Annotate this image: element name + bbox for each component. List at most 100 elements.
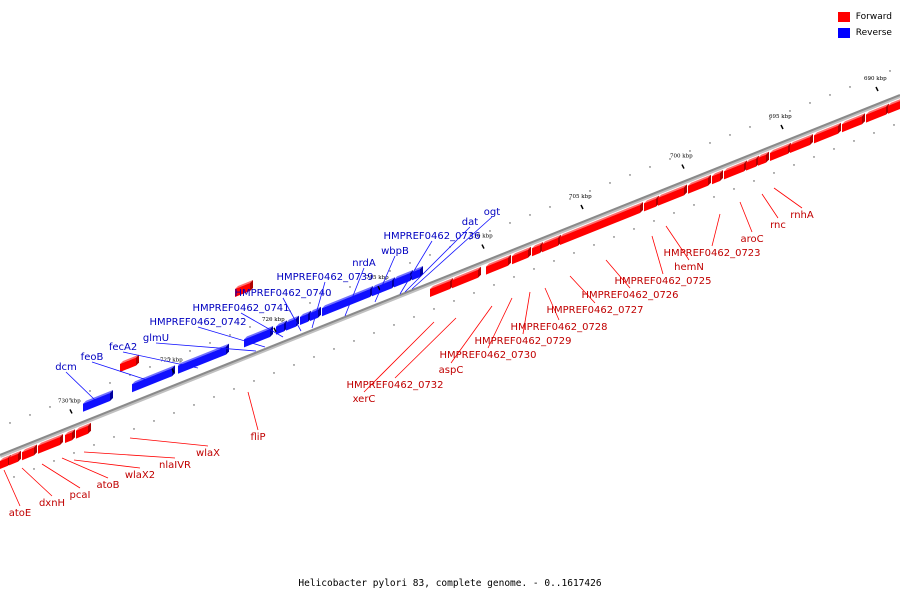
forward-gene bbox=[658, 184, 687, 206]
kbp-tick bbox=[875, 86, 879, 92]
forward-gene-label: HMPREF0462_0728 bbox=[510, 322, 607, 333]
forward-gene bbox=[65, 429, 75, 443]
minor-dot bbox=[413, 316, 415, 318]
minor-dot bbox=[109, 382, 111, 384]
minor-dot bbox=[13, 476, 15, 478]
forward-gene-label: pcaI bbox=[70, 490, 91, 501]
reverse-gene-label: HMPREF0462_0741 bbox=[192, 303, 289, 314]
reverse-gene bbox=[310, 306, 321, 321]
minor-dot bbox=[73, 452, 75, 454]
forward-gene bbox=[22, 444, 37, 461]
minor-dot bbox=[673, 212, 675, 214]
minor-dot bbox=[793, 164, 795, 166]
minor-dot bbox=[813, 156, 815, 158]
forward-gene-label: HMPREF0462_0729 bbox=[474, 336, 571, 347]
minor-dot bbox=[873, 132, 875, 134]
reverse-gene-label-leader bbox=[344, 267, 365, 317]
minor-dot bbox=[433, 308, 435, 310]
minor-dot bbox=[729, 134, 731, 136]
kbp-tick-label: 700 kbp bbox=[670, 154, 693, 160]
forward-gene-label-leader bbox=[665, 225, 690, 261]
minor-dot bbox=[33, 468, 35, 470]
minor-dot bbox=[169, 358, 171, 360]
forward-gene bbox=[888, 99, 900, 114]
forward-gene-label: nlaIVR bbox=[159, 460, 191, 471]
reverse-gene bbox=[83, 390, 113, 412]
forward-gene-label: dxnH bbox=[39, 498, 65, 509]
minor-dot bbox=[489, 230, 491, 232]
kbp-tick-label: 715 kbp bbox=[366, 275, 389, 281]
minor-dot bbox=[49, 406, 51, 408]
minor-dot bbox=[309, 302, 311, 304]
genome-axis bbox=[0, 94, 900, 456]
forward-gene-label-leader bbox=[3, 469, 21, 507]
kbp-tick-label: 705 kbp bbox=[569, 194, 592, 200]
minor-dot bbox=[849, 86, 851, 88]
forward-gene-label: HMPREF0462_0726 bbox=[581, 290, 678, 301]
minor-dot bbox=[553, 260, 555, 262]
kbp-tick bbox=[580, 204, 584, 210]
reverse-gene-label: wbpB bbox=[381, 246, 409, 257]
minor-dot bbox=[529, 214, 531, 216]
reverse-gene-label: ogt bbox=[484, 207, 500, 218]
minor-dot bbox=[749, 126, 751, 128]
legend-reverse: Reverse bbox=[837, 25, 892, 41]
minor-dot bbox=[249, 326, 251, 328]
forward-gene-label-leader bbox=[450, 305, 493, 364]
minor-dot bbox=[229, 334, 231, 336]
minor-dot bbox=[613, 236, 615, 238]
kbp-tick bbox=[377, 285, 381, 291]
reverse-gene-label-leader bbox=[411, 216, 493, 290]
minor-dot bbox=[149, 366, 151, 368]
forward-gene-label: atoB bbox=[96, 480, 119, 491]
forward-gene bbox=[814, 122, 841, 144]
forward-gene bbox=[512, 246, 531, 265]
minor-dot bbox=[533, 268, 535, 270]
forward-swatch bbox=[837, 12, 850, 22]
reverse-gene-label: dcm bbox=[55, 362, 77, 373]
minor-dot bbox=[493, 284, 495, 286]
forward-gene-label: xerC bbox=[353, 394, 376, 405]
kbp-tick bbox=[171, 368, 175, 373]
forward-gene-label: aroC bbox=[740, 234, 763, 245]
minor-dot bbox=[809, 102, 811, 104]
reverse-gene-label-leader bbox=[197, 326, 266, 348]
minor-dot bbox=[89, 390, 91, 392]
kbp-tick-label: 730 kbp bbox=[58, 398, 81, 404]
reverse-gene-label-leader bbox=[311, 281, 326, 329]
minor-dot bbox=[713, 196, 715, 198]
reverse-gene bbox=[286, 315, 299, 331]
forward-gene-label-leader bbox=[247, 391, 259, 431]
minor-dot bbox=[709, 142, 711, 144]
minor-dot bbox=[869, 78, 871, 80]
forward-gene-label-leader bbox=[394, 317, 457, 379]
forward-gene-label-leader bbox=[761, 193, 779, 219]
reverse-swatch bbox=[837, 28, 850, 38]
reverse-gene-label-leader bbox=[282, 297, 302, 332]
minor-dot bbox=[213, 396, 215, 398]
minor-dot bbox=[209, 342, 211, 344]
forward-gene-label-leader bbox=[711, 213, 721, 247]
forward-gene-label-leader bbox=[21, 467, 53, 497]
minor-dot bbox=[69, 398, 71, 400]
legend-reverse-label: Reverse bbox=[855, 28, 892, 38]
minor-dot bbox=[113, 436, 115, 438]
minor-dot bbox=[269, 318, 271, 320]
reverse-gene-label: feoB bbox=[81, 352, 104, 363]
minor-dot bbox=[189, 350, 191, 352]
reverse-gene bbox=[178, 343, 229, 374]
minor-dot bbox=[629, 174, 631, 176]
minor-dot bbox=[833, 148, 835, 150]
kbp-tick-label: 725 kbp bbox=[160, 358, 183, 364]
reverse-gene-label-leader bbox=[91, 361, 151, 382]
minor-dot bbox=[549, 206, 551, 208]
forward-gene-label-leader bbox=[73, 459, 141, 469]
minor-dot bbox=[393, 324, 395, 326]
legend: Forward Reverse bbox=[837, 9, 892, 41]
minor-dot bbox=[789, 110, 791, 112]
minor-dot bbox=[733, 188, 735, 190]
forward-gene-label-leader bbox=[487, 297, 513, 349]
minor-dot bbox=[353, 340, 355, 342]
forward-gene-label: rnc bbox=[770, 220, 786, 231]
minor-dot bbox=[649, 166, 651, 168]
